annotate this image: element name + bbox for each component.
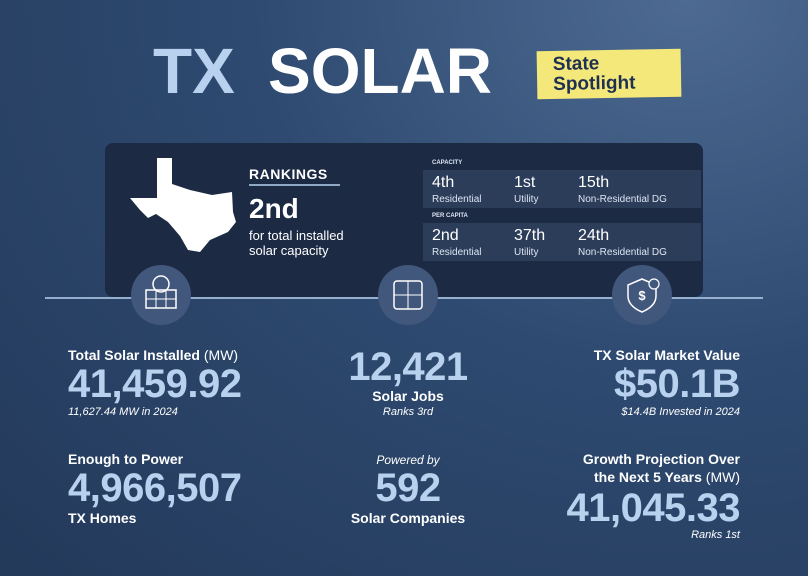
rank-value: 4th [432,174,455,191]
unit: (MW) [203,347,239,363]
stat-note: $14.4B Invested in 2024 [621,406,740,418]
stat-title: TX Solar Market Value [593,347,740,363]
stat-value: 12,421 [348,345,468,389]
stat-note: 11,627.44 MW in 2024 [68,406,178,418]
stat-note: Ranks 1st [691,529,740,541]
title: SOLAR [268,35,492,107]
stat-value: $50.1B [614,362,740,406]
stat-title-text: Total Solar Installed [68,347,200,363]
stat-label: Solar Companies [350,510,466,526]
rank-value: 2nd [432,227,459,244]
shield-icon: $ [612,265,672,325]
puzzle-icon [378,265,438,325]
rankings-caption: for total installed [249,228,344,243]
rank-label: Utility [514,247,539,258]
stat-title: Total Solar Installed (MW) [68,347,238,363]
rank-label: Non-Residential DG [578,194,667,205]
unit: (MW) [705,469,740,485]
rank-row [423,170,701,208]
stat-value: 41,045.33 [566,486,741,530]
rankings-heading: RANKINGS [249,166,328,182]
stat-title: Enough to Power [68,451,184,467]
solar-icon [131,265,191,325]
stat-title: the Next 5 Years (MW) [594,469,740,485]
rank-label: Residential [432,194,482,205]
group-label: CAPACITY [432,160,463,166]
stat-note: Ranks 3rd [382,406,434,418]
stat-value: 41,459.92 [68,362,242,406]
rank-value: 15th [578,174,610,191]
stat-label: Solar Jobs [372,388,444,404]
group-label: PER CAPITA [432,213,468,219]
rankings-rank: 2nd [249,193,299,224]
rank-label: Non-Residential DG [578,247,667,258]
rank-value: 1st [514,174,536,191]
stat-value: 4,966,507 [68,466,242,510]
stat-label: TX Homes [68,510,137,526]
stat-pre: Powered by [376,453,440,467]
rank-row [423,223,701,261]
title-prefix: TX [153,35,235,107]
stat-title: Growth Projection Over [582,451,740,467]
rankings-caption: solar capacity [249,243,329,258]
rank-value: 37th [514,227,546,244]
rank-label: Utility [514,194,539,205]
rank-value: 24th [578,227,610,244]
texas-shape [130,158,236,252]
svg-text:$: $ [638,288,646,303]
stat-value: 592 [375,466,441,510]
rank-label: Residential [432,247,482,258]
stat-title-text: the Next 5 Years [593,469,702,485]
